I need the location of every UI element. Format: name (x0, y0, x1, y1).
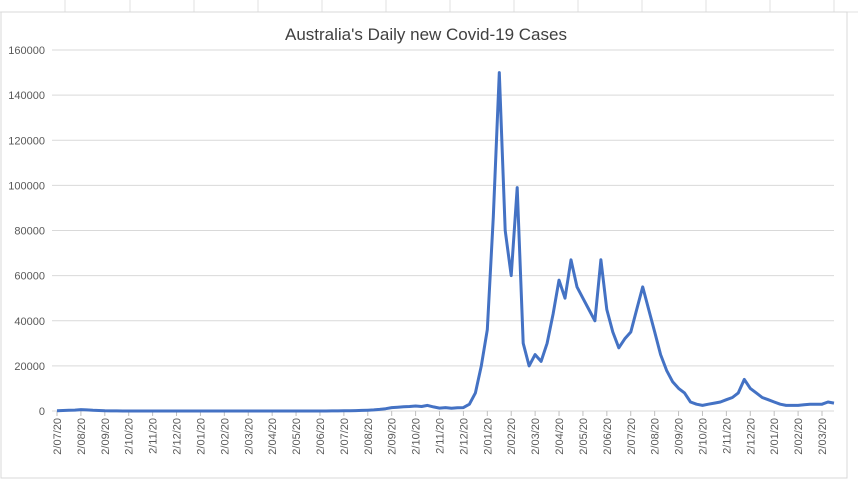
chart-area (0, 11, 848, 479)
y-tick-label: 40000 (14, 316, 45, 328)
x-tick-label: 2/11/20 (148, 418, 160, 454)
y-tick-label: 160000 (8, 45, 45, 57)
chart-title: Australia's Daily new Covid-19 Cases (285, 25, 567, 44)
x-tick-label: 2/08/20 (363, 418, 375, 455)
x-tick-label: 2/03/20 (530, 418, 542, 455)
x-tick-label: 2/07/20 (626, 418, 638, 455)
x-tick-label: 2/10/20 (697, 418, 709, 455)
line (56, 71, 835, 413)
x-tick-label: 2/10/20 (411, 418, 423, 455)
x-tick-label: 2/02/20 (793, 418, 805, 455)
x-tick-label: 2/06/20 (602, 418, 614, 455)
x-tick-label: 2/07/20 (52, 418, 64, 455)
x-tick-label: 2/12/20 (745, 418, 757, 455)
y-tick-label: 60000 (14, 271, 45, 283)
x-tick-label: 2/07/20 (339, 418, 351, 455)
x-tick-label: 2/12/20 (458, 418, 470, 455)
y-tick-label: 0 (39, 406, 45, 418)
y-tick-label: 120000 (8, 135, 45, 147)
x-tick-label: 2/10/20 (124, 418, 136, 455)
x-tick-label: 2/03/20 (243, 418, 255, 455)
x-tick-label: 2/11/20 (435, 418, 447, 454)
x-tick-label: 2/08/20 (76, 418, 88, 455)
y-tick-label: 80000 (14, 226, 45, 238)
x-tick-label: 2/09/20 (100, 418, 112, 455)
x-tick-label: 2/01/20 (195, 418, 207, 455)
x-tick-label: 2/12/20 (172, 418, 184, 455)
x-tick-label: 2/11/20 (721, 418, 733, 454)
x-tick-label: 2/05/20 (291, 418, 303, 455)
x-tick-label: 2/04/20 (267, 418, 279, 455)
x-tick-label: 2/02/20 (219, 418, 231, 455)
x-tick-label: 2/04/20 (554, 418, 566, 455)
x-tick-label: 2/09/20 (387, 418, 399, 455)
x-tick-label: 2/06/20 (315, 418, 327, 455)
x-tick-label: 2/05/20 (578, 418, 590, 455)
x-tick-label: 2/02/20 (506, 418, 518, 455)
x-tick-label: 2/03/20 (817, 418, 829, 455)
y-tick-label: 20000 (14, 361, 45, 373)
x-tick-label: 2/09/20 (674, 418, 686, 455)
x-tick-label: 2/08/20 (650, 418, 662, 455)
y-tick-label: 140000 (8, 90, 45, 102)
x-tick-label: 2/01/20 (769, 418, 781, 455)
y-tick-label: 100000 (8, 180, 45, 192)
sheet-grid (0, 0, 858, 13)
x-tick-label: 2/01/20 (482, 418, 494, 455)
